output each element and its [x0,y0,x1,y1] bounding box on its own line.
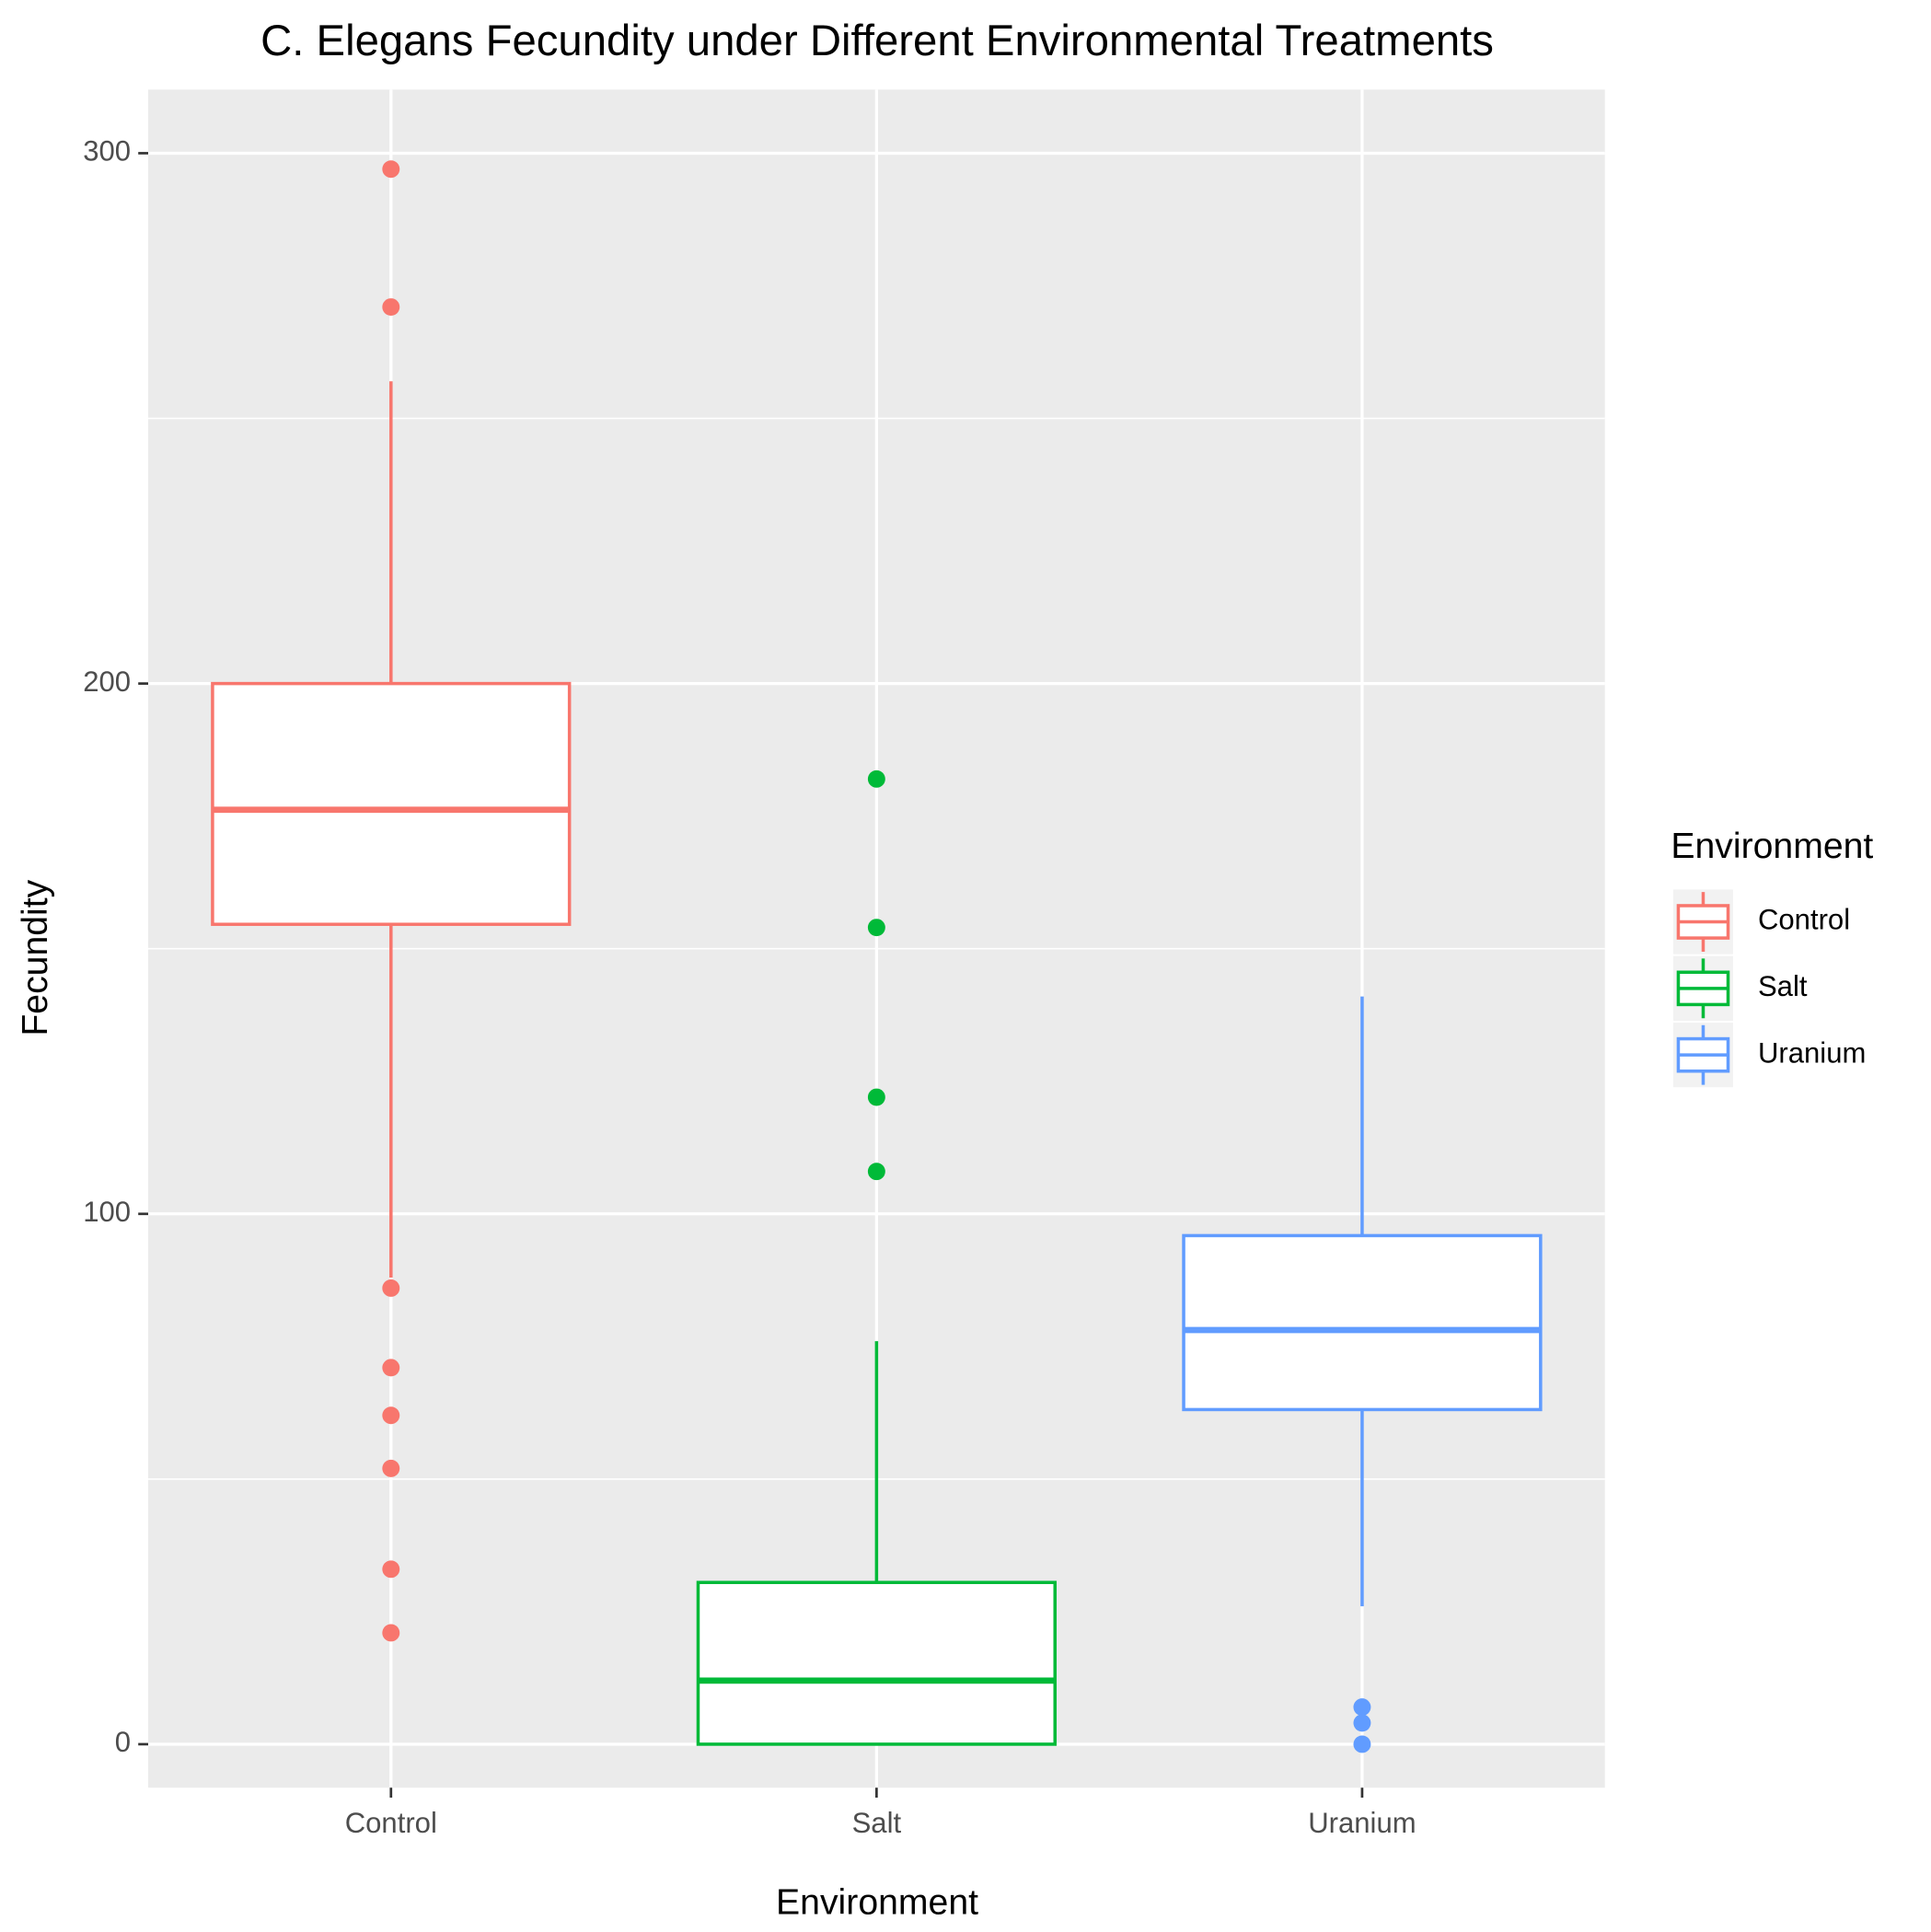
outlier [382,1406,400,1425]
outlier [1353,1698,1371,1717]
outlier [382,1359,400,1377]
legend-label: Salt [1758,970,1808,1002]
outlier [1353,1714,1371,1732]
outlier [1353,1735,1371,1753]
chart-title: C. Elegans Fecundity under Different Env… [260,17,1494,65]
x-tick-label: Salt [852,1807,902,1839]
x-axis-title: Environment [776,1883,978,1923]
box [211,681,572,926]
outlier [867,1163,885,1181]
outlier [382,1624,400,1642]
outlier [382,160,400,179]
box [696,1580,1057,1746]
y-tick-label: 100 [83,1196,131,1228]
outlier [382,1459,400,1477]
y-tick-label: 200 [83,665,131,698]
legend-label: Control [1758,904,1850,936]
y-axis-title: Fecundity [16,879,55,1035]
outlier [867,1088,885,1106]
outlier [382,1560,400,1579]
outlier [867,919,885,937]
outlier [382,1279,400,1297]
legend-label: Uranium [1758,1036,1866,1069]
y-tick-label: 0 [115,1726,131,1758]
box [1182,1233,1543,1412]
outlier [867,769,885,788]
x-tick-label: Control [345,1807,437,1839]
marks [211,160,1543,1753]
y-tick-label: 300 [83,135,131,168]
outlier [382,298,400,317]
x-tick-label: Uranium [1308,1807,1416,1839]
legend-title: Environment [1671,827,1873,866]
